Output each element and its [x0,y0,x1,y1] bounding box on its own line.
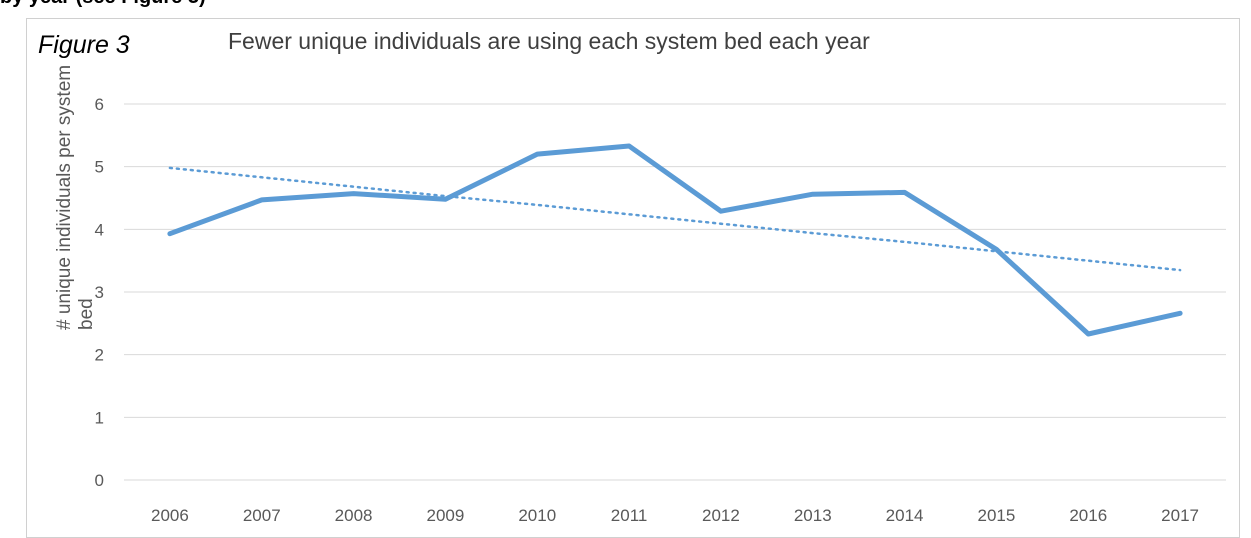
x-tick-label: 2015 [978,506,1016,525]
y-tick-label: 5 [95,158,104,177]
y-axis-label-line-2: bed [76,298,97,330]
x-tick-label: 2006 [151,506,189,525]
y-tick-label: 2 [95,346,104,365]
y-tick-label: 1 [95,408,104,427]
x-axis-ticks: 2006 2007 2008 2009 2010 2011 2012 2013 2014 2015… [151,506,1199,525]
y-tick-label: 4 [95,220,104,239]
x-tick-label: 2017 [1161,506,1199,525]
y-axis-label: # unique individuals per system bed [54,60,97,330]
y-tick-label: 6 [95,95,104,114]
gridlines [124,104,1226,480]
x-tick-label: 2016 [1069,506,1107,525]
x-tick-label: 2012 [702,506,740,525]
x-tick-label: 2008 [335,506,373,525]
x-tick-label: 2010 [518,506,556,525]
x-tick-label: 2013 [794,506,832,525]
x-tick-label: 2007 [243,506,281,525]
y-axis-label-line-1: # unique individuals per system [54,65,75,330]
series-line [170,146,1180,334]
x-tick-label: 2011 [611,506,648,525]
x-tick-label: 2009 [427,506,465,525]
trendline [170,168,1180,270]
x-tick-label: 2014 [886,506,924,525]
y-tick-label: 0 [95,471,104,490]
series-layer [170,146,1180,334]
